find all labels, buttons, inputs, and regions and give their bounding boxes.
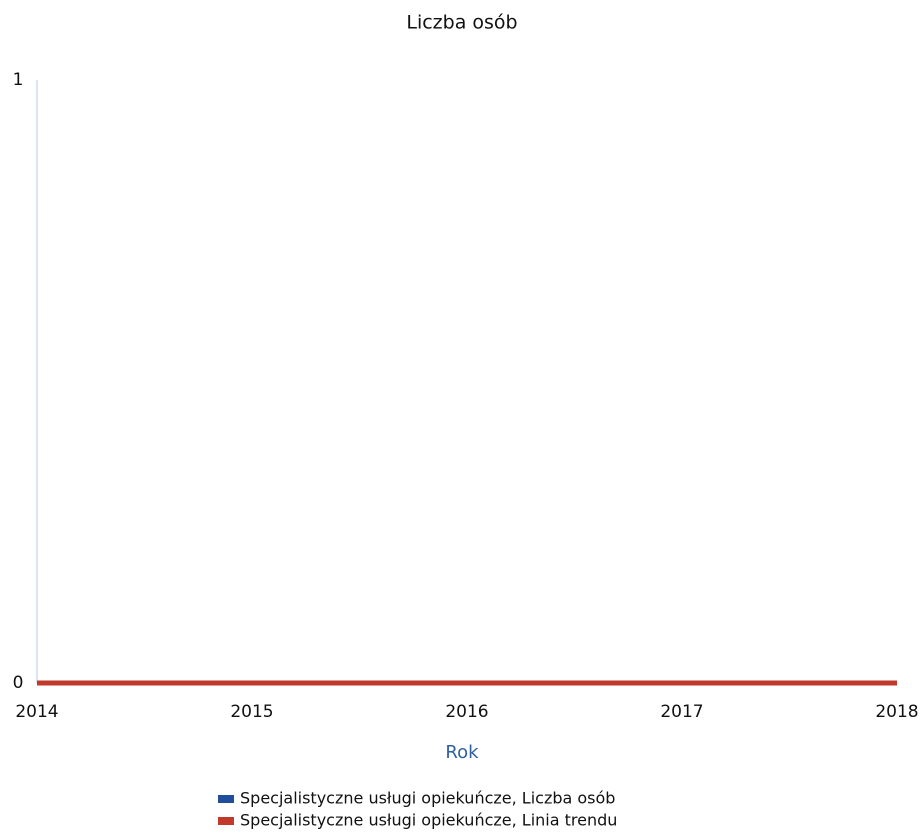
legend-text: Specjalistyczne usługi opiekuńcze, Linia… xyxy=(240,811,617,830)
legend-swatch xyxy=(218,795,234,803)
legend-swatch xyxy=(218,817,234,825)
x-tick-label: 2014 xyxy=(15,702,58,722)
x-tick-label: 2016 xyxy=(445,702,488,722)
y-tick-label: 1 xyxy=(13,70,24,90)
y-tick-label: 0 xyxy=(13,673,24,693)
chart-title: Liczba osób xyxy=(406,12,517,34)
x-tick-label: 2015 xyxy=(230,702,273,722)
x-axis-title: Rok xyxy=(445,742,479,763)
legend-text: Specjalistyczne usługi opiekuńcze, Liczb… xyxy=(240,789,615,808)
x-tick-label: 2017 xyxy=(660,702,703,722)
x-tick-label: 2018 xyxy=(875,702,918,722)
